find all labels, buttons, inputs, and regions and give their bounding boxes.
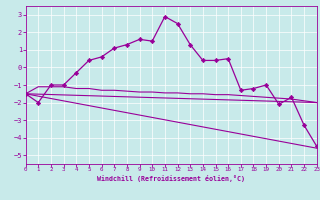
X-axis label: Windchill (Refroidissement éolien,°C): Windchill (Refroidissement éolien,°C) <box>97 175 245 182</box>
